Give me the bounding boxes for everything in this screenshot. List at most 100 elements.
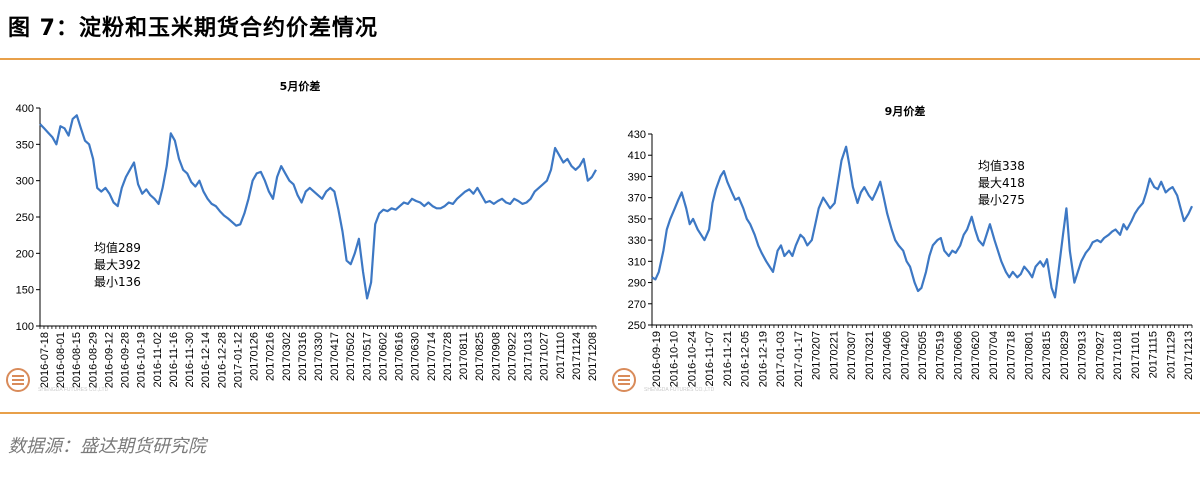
x-tick-label: 2016-12-28 <box>216 332 228 388</box>
x-tick-label: 20170406 <box>882 331 894 380</box>
x-tick-label: 2016-10-19 <box>136 332 148 388</box>
x-tick-label: 2016-09-28 <box>120 332 132 388</box>
top-divider <box>0 58 1200 60</box>
x-tick-label: 2016-09-12 <box>103 332 115 388</box>
y-tick-label: 350 <box>628 214 646 226</box>
series-line <box>39 114 597 300</box>
x-tick-label: 2016-11-21 <box>722 331 734 386</box>
x-tick-label: 2016-12-19 <box>757 331 769 387</box>
y-tick-label: 150 <box>16 285 34 297</box>
x-tick-label: 20170502 <box>345 332 357 381</box>
x-tick-label: 20170829 <box>1059 331 1071 380</box>
x-tick-label: 20170718 <box>1006 331 1018 380</box>
x-tick-label: 20170913 <box>1077 331 1089 380</box>
x-tick-label: 20170606 <box>952 331 964 380</box>
x-tick-label: 20170728 <box>442 332 454 381</box>
x-tick-label: 2016-08-01 <box>55 332 67 388</box>
x-tick-label: 20170825 <box>474 332 486 381</box>
x-tick-label: 2016-10-10 <box>669 331 681 387</box>
x-tick-label: 20170811 <box>458 332 470 380</box>
y-tick-label: 270 <box>628 299 646 311</box>
source-note: 数据源：盛达期货研究院 <box>8 436 206 457</box>
chart-sep-spread: 9月价差 250 270 290 310 330 350 370 390 410 430 2016… <box>612 104 1195 393</box>
x-tick-label: 20170221 <box>828 331 840 380</box>
x-tick-label: 20170714 <box>426 332 438 381</box>
y-tick-label: 200 <box>16 248 34 260</box>
x-tick-label: 20170922 <box>506 332 518 381</box>
x-tick-label: 20170216 <box>265 332 277 381</box>
series-group <box>39 114 597 300</box>
x-axis: 2016-09-19 2016-10-10 2016-10-24 2016-11-07… <box>651 324 1195 387</box>
x-tick-label: 20171101 <box>1130 331 1142 379</box>
y-tick-label: 290 <box>628 278 646 290</box>
x-tick-label: 20170321 <box>864 331 876 380</box>
x-tick-label: 20171213 <box>1183 331 1195 380</box>
x-tick-label: 2016-08-29 <box>87 332 99 388</box>
company-logo: SHENGDA FUTURES CO.,LTD <box>612 368 715 393</box>
x-tick-label: 20170207 <box>811 331 823 380</box>
x-tick-label: 2016-08-15 <box>71 332 83 388</box>
x-tick-label: 20170630 <box>410 332 422 381</box>
x-axis: 2016-07-18 2016-08-01 2016-08-15 2016-08-29… <box>39 325 599 388</box>
x-tick-label: 20170908 <box>490 332 502 381</box>
x-tick-label: 20170302 <box>281 332 293 381</box>
y-tick-label: 250 <box>628 320 646 332</box>
x-tick-label: 2016-11-16 <box>168 332 180 387</box>
series-group <box>651 145 1193 299</box>
chart-title: 9月价差 <box>885 104 926 118</box>
x-tick-label: 20170517 <box>361 332 373 381</box>
stat-max: 最大392 <box>94 258 141 272</box>
company-logo: SHENGDA FUTURES CO.,LTD <box>6 368 109 393</box>
x-tick-label: 20170417 <box>329 332 341 381</box>
x-tick-label: 20170420 <box>899 331 911 380</box>
stats-annotation: 均值338 最大418 最小275 <box>978 158 1025 207</box>
x-tick-label: 20170505 <box>917 331 929 380</box>
x-tick-label: 2016-07-18 <box>39 332 51 388</box>
x-tick-label: 20170330 <box>313 332 325 381</box>
stat-min: 最小275 <box>978 193 1025 207</box>
x-tick-label: 2016-12-14 <box>200 332 212 388</box>
stat-mean: 均值289 <box>94 240 141 255</box>
x-tick-label: 2016-10-24 <box>686 331 698 387</box>
page-title: 图 7：淀粉和玉米期货合约价差情况 <box>8 16 378 41</box>
y-tick-label: 400 <box>16 103 34 115</box>
y-axis: 100 150 200 250 300 350 400 <box>16 103 41 333</box>
y-tick-label: 100 <box>16 321 34 333</box>
x-tick-label: 20170126 <box>249 332 261 381</box>
stat-min: 最小136 <box>94 275 141 289</box>
stat-mean: 均值338 <box>978 158 1025 173</box>
y-tick-label: 300 <box>16 176 34 188</box>
stat-max: 最大418 <box>978 176 1025 190</box>
x-tick-label: 2017-01-12 <box>232 332 244 388</box>
y-tick-label: 390 <box>628 171 646 183</box>
x-tick-label: 2017-01-03 <box>775 331 787 387</box>
bottom-divider <box>0 412 1200 414</box>
x-tick-label: 20171018 <box>1112 331 1124 380</box>
x-tick-label: 20171013 <box>523 332 535 381</box>
x-tick-label: 20170616 <box>394 332 406 381</box>
x-tick-label: 2016-11-30 <box>184 332 196 387</box>
x-tick-label: 20170519 <box>935 331 947 380</box>
x-tick-label: 2016-11-02 <box>152 332 164 387</box>
y-tick-label: 310 <box>628 256 646 268</box>
x-tick-label: 2016-12-05 <box>740 331 752 387</box>
y-axis: 250 270 290 310 330 350 370 390 410 430 <box>628 129 653 332</box>
y-tick-label: 370 <box>628 193 646 205</box>
x-tick-label: 20171124 <box>571 332 583 380</box>
x-tick-label: 20171115 <box>1148 331 1160 378</box>
logo-text: SHENGDA FUTURES CO.,LTD <box>38 387 109 393</box>
x-tick-label: 20170801 <box>1023 331 1035 380</box>
stats-annotation: 均值289 最大392 最小136 <box>94 240 141 289</box>
y-tick-label: 350 <box>16 139 34 151</box>
x-tick-label: 20170704 <box>988 331 1000 380</box>
x-tick-label: 20170602 <box>377 332 389 381</box>
x-tick-label: 2017-01-17 <box>793 331 805 387</box>
logo-text: SHENGDA FUTURES CO.,LTD <box>644 387 715 393</box>
x-tick-label: 20171129 <box>1165 331 1177 379</box>
x-tick-label: 20171208 <box>587 332 599 381</box>
x-tick-label: 20170316 <box>297 332 309 381</box>
chart-title: 5月价差 <box>280 79 321 93</box>
x-tick-label: 20170307 <box>846 331 858 380</box>
y-tick-label: 250 <box>16 212 34 224</box>
